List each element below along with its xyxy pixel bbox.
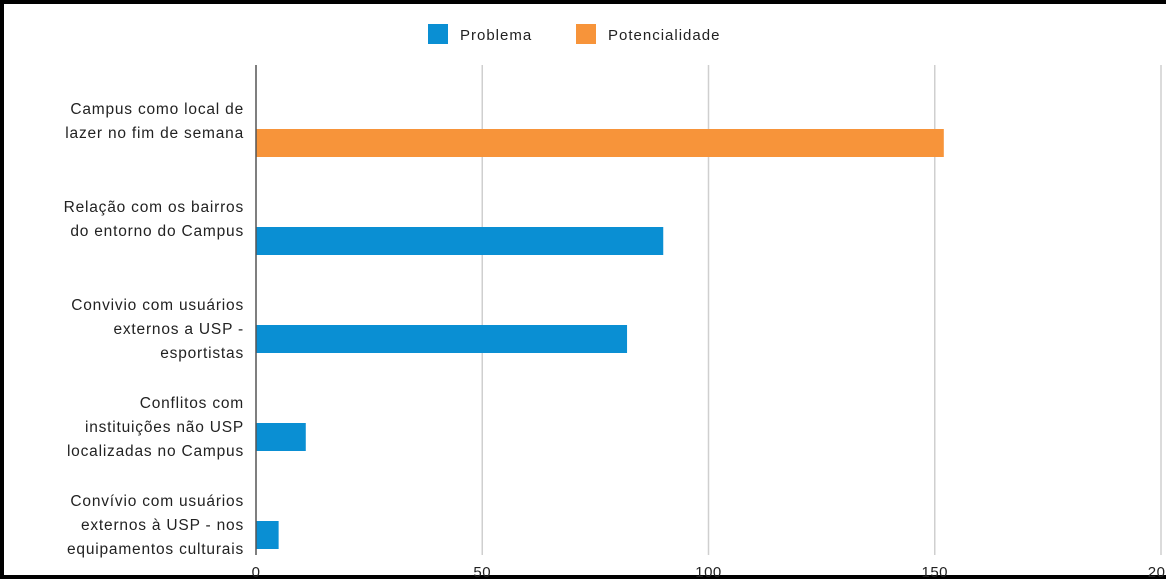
category-label: Convivio com usuários externos a USP -esp…: [71, 297, 244, 362]
legend-swatch: [428, 24, 448, 44]
bar-problema: [256, 227, 664, 255]
bar-problema: [256, 325, 628, 353]
legend-label: Potencialidade: [608, 27, 720, 44]
category-label: Campus como local de lazer no fim de sema…: [65, 101, 244, 142]
x-tick-label: 50: [473, 564, 491, 579]
category-label: Conflitos com instituições não USP localiz…: [67, 395, 244, 460]
x-tick-label: 200: [1148, 564, 1166, 579]
category-label: Convívio com usuários externos à USP - no…: [67, 493, 244, 558]
legend-swatch: [576, 24, 596, 44]
legend: Problema Potencialidade: [428, 24, 720, 44]
x-tick-label: 100: [695, 564, 722, 579]
bar-problema: [256, 521, 279, 549]
bars: [256, 129, 944, 549]
bar-problema: [256, 423, 306, 451]
legend-label: Problema: [460, 27, 532, 44]
x-tick-label: 0: [252, 564, 261, 579]
bar-potencialidade: [256, 129, 944, 157]
category-labels: Campus como local de lazer no fim de sema…: [64, 101, 244, 558]
x-tick-label: 150: [921, 564, 948, 579]
category-label: Relação com os bairros do entorno do Camp…: [64, 199, 244, 240]
x-tick-labels: 0 50 100 150 200: [252, 564, 1166, 579]
